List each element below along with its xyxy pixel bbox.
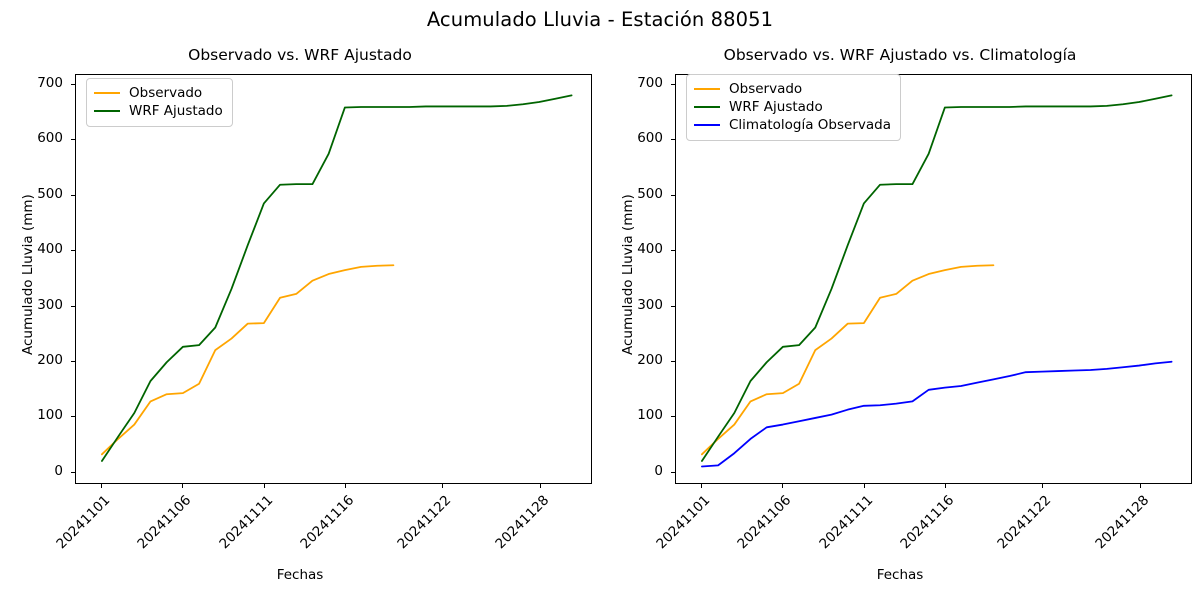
legend-label: Observado — [129, 85, 203, 101]
y-tick-label: 0 — [654, 462, 663, 479]
y-tick-mark — [671, 471, 675, 473]
y-tick-mark — [671, 250, 675, 252]
legend-color-swatch — [94, 92, 120, 94]
y-tick-mark — [671, 416, 675, 418]
x-tick-mark — [263, 484, 265, 488]
y-tick-label: 300 — [37, 296, 63, 313]
panel-right-title: Observado vs. WRF Ajustado vs. Climatolo… — [723, 46, 1077, 64]
y-tick-mark — [71, 84, 75, 85]
x-tick-mark — [1140, 484, 1141, 488]
x-tick-mark — [863, 484, 865, 488]
panel-right-x-axis-label: Fechas — [876, 567, 924, 583]
panel-right-y-axis-label: Acumulado Lluvia (mm) — [620, 194, 636, 355]
y-tick-mark — [71, 416, 75, 418]
panel-left-x-axis-label: Fechas — [276, 567, 324, 583]
x-tick-mark — [701, 484, 702, 488]
panel-left-lines — [101, 94, 573, 462]
panel-right-legend[interactable]: Observado WRF Ajustado Climatología Observ… — [686, 74, 901, 141]
x-tick-mark — [182, 484, 184, 488]
panel-left-legend[interactable]: Observado WRF Ajustado — [86, 78, 233, 127]
y-tick-mark — [671, 305, 675, 307]
y-tick-mark — [671, 361, 675, 362]
y-tick-label: 700 — [37, 75, 63, 91]
y-tick-mark — [671, 84, 675, 85]
y-tick-label: 600 — [37, 130, 63, 147]
legend-label: WRF Ajustado — [129, 103, 223, 119]
y-tick-mark — [71, 139, 75, 141]
chart-panel-right: Observado vs. WRF Ajustado vs. Climatolo… — [600, 0, 1200, 600]
y-tick-label: 200 — [637, 352, 663, 368]
legend-row[interactable]: WRF Ajustado — [94, 102, 223, 120]
y-tick-label: 500 — [637, 185, 663, 202]
panel-right-lines — [701, 94, 1173, 468]
legend-label: Climatología Observada — [729, 117, 891, 133]
x-tick-mark — [540, 484, 541, 488]
legend-color-swatch — [694, 106, 720, 108]
y-tick-label: 200 — [37, 352, 63, 368]
x-tick-label: 20241116 — [297, 492, 358, 553]
x-tick-label: 20241111 — [216, 492, 276, 553]
x-tick-label: 20241128 — [492, 492, 553, 553]
x-tick-label: 20241111 — [816, 492, 876, 553]
y-tick-mark — [71, 194, 75, 196]
legend-row[interactable]: Observado — [94, 84, 223, 102]
x-tick-mark — [442, 484, 444, 488]
y-tick-label: 100 — [637, 407, 663, 424]
panel-left-plot-area — [75, 74, 592, 484]
panel-left-title: Observado vs. WRF Ajustado — [188, 46, 412, 64]
panel-right-plot-area — [675, 74, 1192, 484]
y-tick-mark — [671, 194, 675, 196]
panel-left-y-axis-label: Acumulado Lluvia (mm) — [20, 194, 36, 355]
legend-color-swatch — [94, 110, 120, 112]
x-tick-mark — [944, 484, 946, 488]
legend-row[interactable]: WRF Ajustado — [694, 98, 891, 116]
x-tick-label: 20241101 — [53, 492, 114, 553]
x-tick-mark — [344, 484, 346, 488]
legend-row[interactable]: Observado — [694, 80, 891, 98]
legend-label: Observado — [729, 81, 803, 97]
y-tick-label: 400 — [37, 241, 63, 258]
y-tick-label: 500 — [37, 185, 63, 202]
x-tick-label: 20241122 — [994, 492, 1055, 553]
y-tick-mark — [71, 361, 75, 362]
x-tick-label: 20241101 — [653, 492, 714, 553]
x-tick-label: 20241116 — [897, 492, 958, 553]
x-tick-mark — [1042, 484, 1044, 488]
y-tick-label: 100 — [37, 407, 63, 424]
x-tick-mark — [782, 484, 784, 488]
y-tick-label: 600 — [637, 130, 663, 147]
y-tick-mark — [71, 250, 75, 252]
legend-label: WRF Ajustado — [729, 99, 823, 115]
y-tick-label: 300 — [637, 296, 663, 313]
x-tick-label: 20241106 — [134, 492, 195, 553]
legend-color-swatch — [694, 124, 720, 126]
y-tick-label: 700 — [637, 75, 663, 91]
x-tick-mark — [101, 484, 102, 488]
x-tick-label: 20241106 — [734, 492, 795, 553]
y-tick-mark — [71, 305, 75, 307]
figure-suptitle: Acumulado Lluvia - Estación 88051 — [426, 8, 774, 31]
y-tick-mark — [671, 139, 675, 141]
x-tick-label: 20241128 — [1092, 492, 1153, 553]
chart-panel-left: Observado vs. WRF Ajustado 0 100 200 300 400… — [20, 46, 592, 583]
legend-color-swatch — [694, 88, 720, 90]
legend-row[interactable]: Climatología Observada — [694, 116, 891, 134]
y-tick-label: 400 — [637, 241, 663, 258]
y-tick-mark — [71, 471, 75, 473]
y-tick-label: 0 — [54, 462, 63, 479]
x-tick-label: 20241122 — [394, 492, 455, 553]
